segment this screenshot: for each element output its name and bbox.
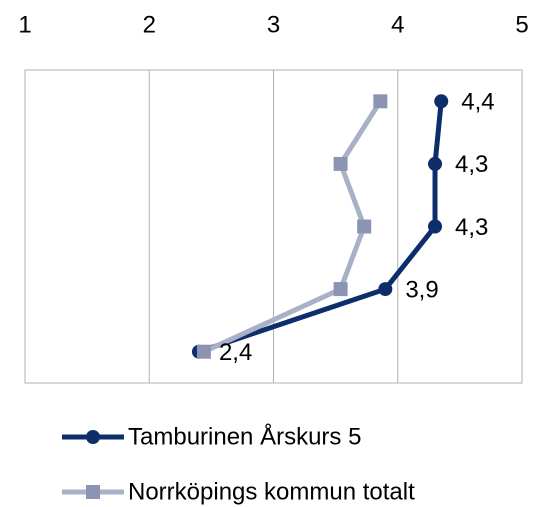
marker [434,94,449,109]
data-label: 4,3 [455,214,488,241]
data-label: 3,9 [405,276,438,303]
x-tick-label: 2 [143,11,156,38]
legend-label: Tamburinen Årskurs 5 [128,422,361,450]
data-label: 4,4 [461,89,494,116]
marker [333,282,348,297]
series-line [202,99,383,354]
x-tick-label: 5 [515,11,528,38]
marker [333,156,348,171]
marker [428,219,443,234]
marker [373,94,388,109]
series-line [198,101,444,355]
marker [357,219,372,234]
marker [428,156,443,171]
plot-border [24,69,523,384]
data-label: 4,3 [455,151,488,178]
legend-label: Norrköpings kommun totalt [128,478,415,505]
legend-marker [86,485,100,499]
x-tick-label: 1 [18,11,31,38]
marker [378,282,393,297]
x-tick-label: 4 [391,11,404,38]
data-label: 2,4 [219,339,252,366]
x-tick-label: 3 [267,11,280,38]
marker [196,344,211,359]
legend-marker [86,430,100,444]
